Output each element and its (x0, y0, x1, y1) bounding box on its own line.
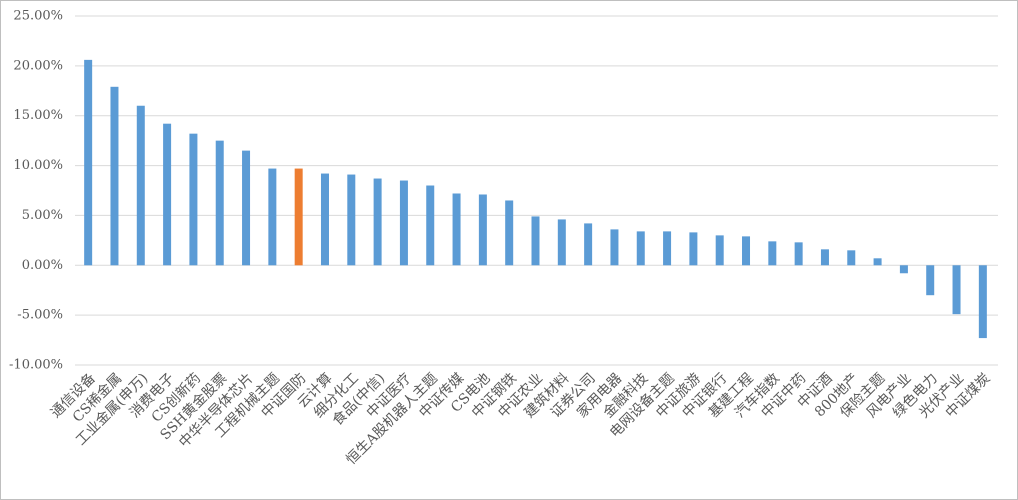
bar (268, 168, 277, 266)
y-tick-label: -5.00% (17, 308, 63, 323)
bar (557, 219, 566, 266)
y-tick-label: 10.00% (13, 158, 63, 173)
bar (426, 185, 435, 266)
bar (215, 140, 224, 266)
y-tick-label: 5.00% (22, 208, 63, 223)
y-tick-label: 0.00% (22, 258, 63, 273)
bar (847, 250, 856, 266)
bar (952, 265, 961, 315)
bar (715, 235, 724, 266)
y-tick-label: 25.00% (13, 9, 63, 24)
bar (347, 174, 356, 266)
bar (663, 231, 672, 266)
bar (189, 133, 198, 266)
bar (505, 200, 514, 266)
y-tick-label: -10.00% (9, 358, 63, 373)
y-tick-label: 20.00% (13, 58, 63, 73)
bar (136, 105, 145, 266)
bar (742, 236, 751, 266)
bar (373, 178, 382, 266)
bar (926, 265, 935, 296)
bar (768, 241, 777, 266)
bar (899, 265, 908, 274)
bar (794, 242, 803, 266)
bar (873, 258, 882, 266)
bar (610, 229, 619, 266)
bar (163, 123, 172, 266)
bar (320, 173, 329, 266)
bar (294, 168, 303, 266)
bar (689, 232, 698, 266)
bar (399, 180, 408, 266)
bar (452, 193, 461, 266)
bar (978, 265, 987, 339)
bar (84, 59, 93, 266)
bar (242, 150, 251, 266)
bar (636, 231, 645, 266)
bar (478, 194, 487, 266)
y-tick-label: 15.00% (13, 108, 63, 123)
bar (820, 249, 829, 266)
bar (110, 86, 119, 266)
bar (531, 216, 540, 266)
bar (584, 223, 593, 266)
